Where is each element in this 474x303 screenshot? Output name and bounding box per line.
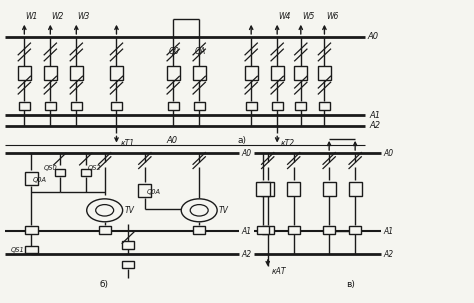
Text: TV: TV [219,206,229,215]
Bar [246,102,257,111]
Bar [25,246,37,253]
Bar [122,261,135,268]
Bar [319,102,330,111]
Text: кТ2: кТ2 [281,139,295,148]
Bar [25,226,37,234]
Bar [288,226,300,234]
Text: Q0A: Q0A [146,189,160,195]
Bar [25,172,38,185]
Text: A0: A0 [166,136,177,145]
Bar [318,66,331,80]
Text: A1: A1 [369,111,381,120]
Bar [256,182,270,196]
Bar [45,102,56,111]
Text: A0: A0 [242,148,252,158]
Text: W5: W5 [302,12,315,21]
Bar [294,66,308,80]
Bar [111,102,122,111]
Bar [55,169,65,176]
Text: A2: A2 [369,122,381,130]
Text: QS0: QS0 [44,165,57,171]
Bar [193,102,205,111]
Bar [166,66,180,80]
Bar [18,102,30,111]
Text: A2: A2 [383,250,393,258]
Bar [323,226,335,234]
Text: A1: A1 [242,227,252,236]
Text: W2: W2 [52,12,64,21]
Bar [99,226,111,234]
Text: Q0: Q0 [168,48,179,56]
Text: A0: A0 [383,148,393,158]
Text: W4: W4 [279,12,291,21]
Bar [167,102,179,111]
Text: A2: A2 [242,250,252,258]
Bar [322,182,336,196]
Circle shape [181,199,217,222]
Text: TV: TV [125,206,135,215]
Circle shape [87,199,123,222]
Bar [122,241,135,249]
Bar [272,102,283,111]
Bar [262,226,274,234]
Text: кТ1: кТ1 [120,139,135,148]
Bar [261,182,274,196]
Text: W1: W1 [26,12,38,21]
Text: кАТ: кАТ [272,267,286,276]
Text: W6: W6 [326,12,338,21]
Bar [257,226,269,234]
Text: QA: QA [194,48,206,56]
Text: в): в) [346,280,355,289]
Bar [70,66,83,80]
Bar [349,226,361,234]
Bar [287,182,301,196]
Text: QS2: QS2 [88,165,102,171]
Bar [44,66,57,80]
Text: б): б) [100,280,109,289]
Text: A1: A1 [383,227,393,236]
Bar [71,102,82,111]
Bar [348,182,362,196]
Bar [295,102,307,111]
Bar [193,226,205,234]
Text: W3: W3 [78,12,90,21]
Bar [192,66,206,80]
Text: а): а) [237,136,246,145]
Bar [271,66,284,80]
Bar [110,66,123,80]
Text: QS1: QS1 [10,247,24,252]
Text: A0: A0 [367,32,378,42]
Bar [245,66,258,80]
Text: Q0A: Q0A [33,177,47,183]
Bar [81,169,91,176]
Bar [138,184,152,198]
Bar [18,66,31,80]
